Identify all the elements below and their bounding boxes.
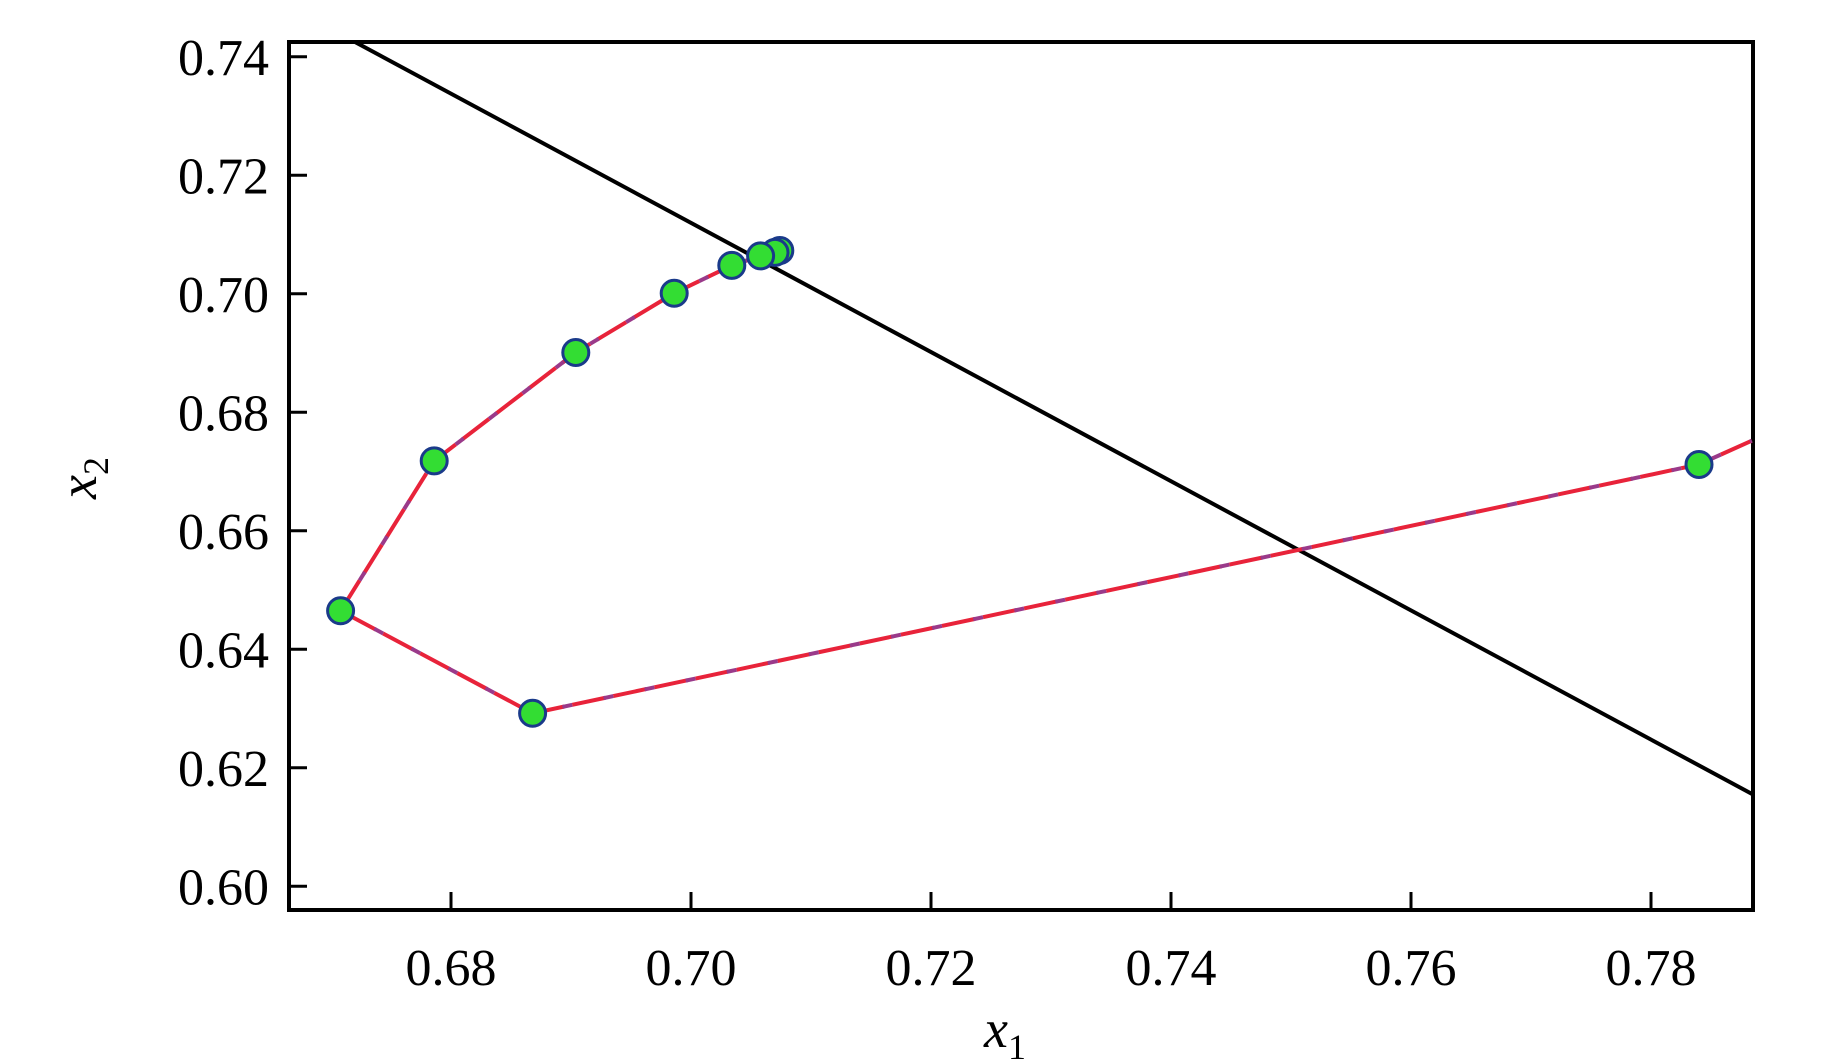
boundary-line [354, 40, 1754, 797]
data-point [659, 278, 689, 308]
x-tick-label: 0.70 [646, 940, 737, 997]
data-point [518, 698, 548, 728]
x-tick-label: 0.78 [1606, 940, 1697, 997]
y-tick-label: 0.74 [178, 30, 269, 87]
data-point [419, 446, 449, 476]
data-point [561, 337, 591, 367]
data-point [717, 250, 747, 280]
x-tick-label: 0.68 [406, 940, 497, 997]
x-tick-label: 0.72 [886, 940, 977, 997]
y-axis-label-base: x [48, 475, 108, 500]
x-axis-label-subscript: 1 [1008, 1027, 1026, 1063]
x-axis-ticks: 0.68 0.70 0.72 0.74 0.76 0.78 [406, 892, 1697, 997]
data-point [326, 596, 356, 626]
x-tick-label: 0.74 [1126, 940, 1217, 997]
data-point [746, 241, 776, 271]
x-axis-label: x1 [983, 999, 1026, 1063]
y-tick-label: 0.62 [178, 741, 269, 798]
y-axis-label-subscript: 2 [76, 457, 116, 475]
y-tick-label: 0.66 [178, 504, 269, 561]
x-axis-label-base: x [983, 999, 1008, 1059]
series-lines [338, 40, 1754, 797]
trajectory-line [338, 248, 1753, 716]
plot-frame [287, 40, 1755, 912]
y-tick-label: 0.70 [178, 267, 269, 324]
trajectory-line-accent [338, 248, 1753, 716]
y-tick-label: 0.64 [178, 622, 269, 679]
x-tick-label: 0.76 [1366, 940, 1457, 997]
y-tick-label: 0.60 [178, 859, 269, 916]
data-point [1684, 449, 1714, 479]
y-tick-label: 0.72 [178, 148, 269, 205]
y-tick-label: 0.68 [178, 385, 269, 442]
y-axis-label: x2 [48, 457, 116, 500]
y-axis-ticks: 0.60 0.62 0.64 0.66 0.68 0.70 0.72 0.74 [178, 30, 307, 916]
data-markers [326, 236, 1714, 728]
